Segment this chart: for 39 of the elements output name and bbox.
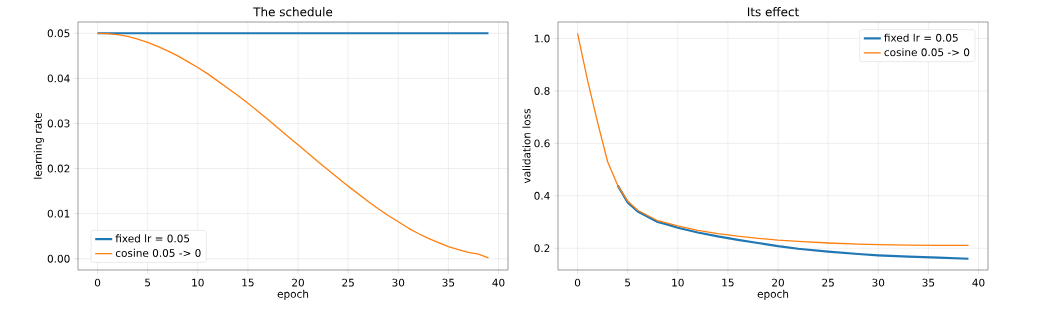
x-tick-label: 0 (94, 278, 101, 287)
y-axis-title: validation loss (522, 108, 531, 184)
x-tick-label: 35 (922, 278, 935, 287)
y-tick-label: 0.05 (47, 29, 70, 38)
y-tick-label: 1.0 (534, 34, 550, 43)
y-tick-label: 0.02 (47, 164, 70, 173)
y-tick-label: 0.01 (47, 209, 70, 218)
x-tick-label: 10 (192, 278, 204, 287)
legend-label: fixed lr = 0.05 (884, 33, 958, 42)
x-tick-label: 25 (822, 278, 834, 287)
legend-label: cosine 0.05 -> 0 (115, 248, 201, 257)
y-tick-label: 0.8 (534, 86, 550, 95)
x-tick-label: 20 (772, 278, 784, 287)
y-tick-label: 0.00 (47, 254, 70, 263)
x-tick-label: 20 (292, 278, 304, 287)
x-axis-title: epoch (277, 289, 309, 300)
x-tick-label: 40 (972, 278, 985, 287)
legend-label: cosine 0.05 -> 0 (884, 48, 970, 57)
x-axis-title: epoch (757, 289, 789, 300)
x-tick-label: 35 (442, 278, 455, 287)
legend-label: fixed lr = 0.05 (115, 234, 190, 243)
x-tick-label: 5 (145, 278, 151, 287)
y-tick-label: 0.2 (534, 244, 550, 253)
y-axis-title: learning rate (33, 112, 44, 179)
y-tick-label: 0.04 (47, 74, 70, 83)
x-tick-label: 40 (492, 278, 505, 287)
chart-title: Its effect (747, 7, 799, 17)
x-tick-label: 25 (342, 278, 354, 287)
y-tick-label: 0.4 (534, 191, 550, 200)
x-tick-label: 30 (872, 278, 885, 287)
x-tick-label: 5 (625, 278, 631, 287)
x-tick-label: 15 (242, 278, 254, 287)
y-tick-label: 0.03 (47, 119, 70, 128)
x-tick-label: 10 (672, 278, 684, 287)
x-tick-label: 30 (392, 278, 405, 287)
x-tick-label: 0 (574, 278, 581, 287)
y-tick-label: 0.6 (534, 139, 550, 148)
x-tick-label: 15 (722, 278, 734, 287)
chart-title: The schedule (253, 7, 333, 17)
